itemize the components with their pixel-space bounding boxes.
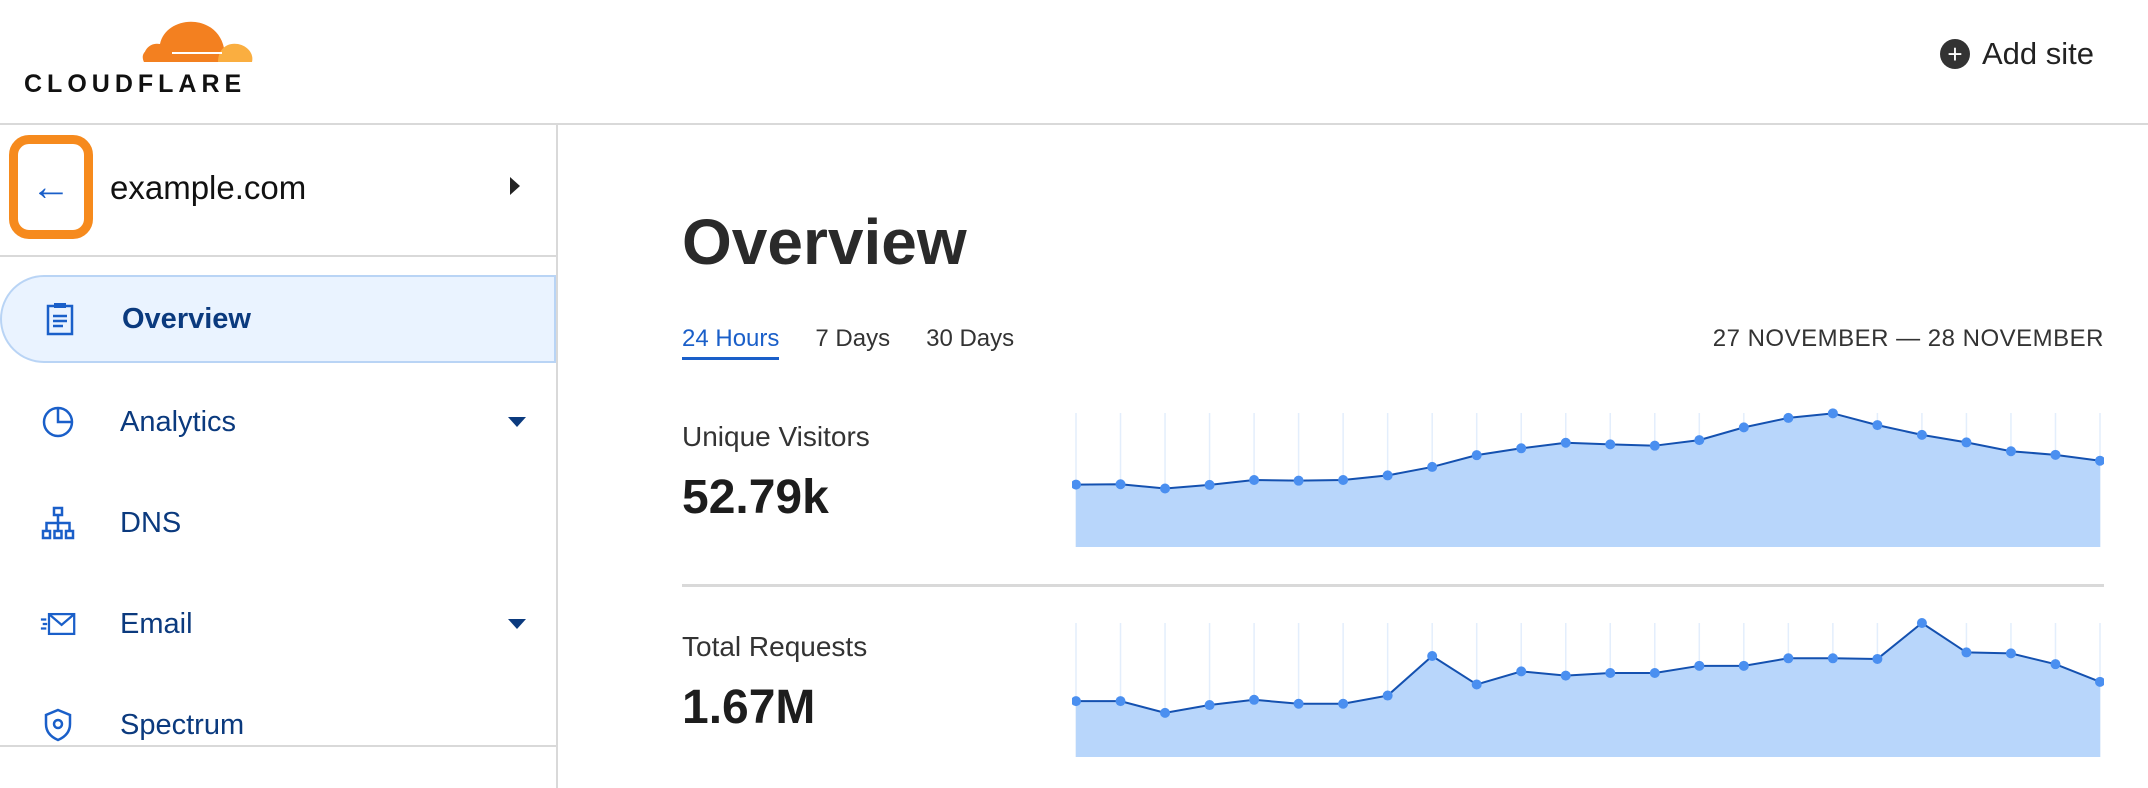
unique-visitors-value: 52.79k [682, 471, 829, 524]
page-title: Overview [682, 206, 967, 278]
data-point [1204, 700, 1215, 711]
sidebar-item-spectrum[interactable]: Spectrum [0, 681, 556, 769]
data-point [1738, 422, 1749, 433]
data-point [1738, 660, 1749, 671]
data-point [1471, 679, 1482, 690]
data-point [1783, 653, 1794, 664]
cloudflare-logo[interactable]: CLOUDFLARE [22, 10, 262, 98]
data-point [1382, 690, 1393, 701]
data-point [1160, 707, 1171, 718]
sidebar-item-label: Overview [122, 302, 251, 335]
data-point [1961, 437, 1972, 448]
data-point [1783, 412, 1794, 423]
back-button[interactable]: ← [9, 135, 93, 239]
sidebar-item-label: Email [120, 607, 193, 640]
sidebar-divider [0, 745, 556, 747]
data-point [1827, 408, 1838, 419]
data-point [1605, 439, 1616, 450]
zone-name: example.com [110, 169, 307, 206]
area-fill [1076, 413, 2100, 547]
shield-icon [40, 707, 76, 743]
data-point [1293, 475, 1304, 486]
data-point [1160, 483, 1171, 494]
data-point [1427, 461, 1438, 472]
data-point [1649, 668, 1660, 679]
data-point [1516, 666, 1527, 677]
data-point [2095, 676, 2104, 687]
email-icon [40, 606, 76, 642]
data-point [1115, 479, 1126, 490]
clipboard-icon [42, 301, 78, 337]
data-point [1560, 437, 1571, 448]
caret-right-icon[interactable] [510, 177, 520, 195]
data-point [1916, 429, 1927, 440]
data-point [1382, 470, 1393, 481]
data-point [2050, 659, 2061, 670]
chevron-down-icon[interactable] [508, 619, 526, 629]
tab-24-hours[interactable]: 24 Hours [682, 325, 780, 360]
sidebar-item-label: Spectrum [120, 708, 245, 741]
data-point [2005, 446, 2016, 457]
total-requests-label: Total Requests [682, 631, 868, 662]
pie-chart-icon [40, 404, 76, 440]
network-icon [40, 505, 76, 541]
arrow-left-icon: ← [31, 164, 71, 209]
data-point [1560, 670, 1571, 681]
add-site-label: Add site [1981, 36, 2094, 71]
unique-visitors-chart [1072, 408, 2104, 547]
sidebar-item-label: DNS [120, 506, 182, 539]
series-line [1075, 412, 2101, 490]
data-point [1649, 440, 1660, 451]
data-point [1072, 696, 1081, 707]
unique-visitors-label: Unique Visitors [682, 421, 870, 452]
data-point [1204, 479, 1215, 490]
data-point [1961, 647, 1972, 658]
data-point [1516, 443, 1527, 454]
data-point [1872, 653, 1883, 664]
data-point [1249, 475, 1260, 485]
chevron-down-icon[interactable] [508, 417, 526, 427]
data-point [1605, 668, 1616, 679]
data-point [2095, 455, 2104, 466]
zone-selector[interactable]: ← example.com [0, 125, 556, 257]
data-point [1694, 435, 1705, 446]
data-point [1338, 698, 1349, 709]
data-point [1115, 696, 1126, 707]
tab-30-days[interactable]: 30 Days [926, 325, 1015, 352]
sidebar-item-overview[interactable]: Overview [0, 275, 556, 363]
top-header: CLOUDFLARE + Add site [0, 0, 2148, 125]
total-requests-chart [1072, 618, 2104, 757]
data-point [1827, 653, 1838, 664]
data-point [2050, 449, 2061, 460]
data-point [1427, 651, 1438, 662]
data-point [1338, 475, 1349, 485]
data-point [1471, 450, 1482, 461]
total-requests-value: 1.67M [682, 681, 816, 734]
data-point [1072, 479, 1081, 490]
cloud-icon [142, 21, 253, 62]
date-range: 27 NOVEMBER — 28 NOVEMBER [1712, 325, 2104, 352]
time-range-tabs: 24 Hours 7 Days 30 Days [682, 325, 1014, 360]
data-point [1916, 618, 1927, 628]
tab-7-days[interactable]: 7 Days [815, 325, 891, 352]
sidebar-item-dns[interactable]: DNS [0, 479, 556, 567]
sidebar-item-email[interactable]: Email [0, 580, 556, 668]
area-fill [1076, 623, 2100, 757]
sidebar-item-analytics[interactable]: Analytics [0, 378, 556, 466]
metrics-divider [682, 584, 2104, 587]
sidebar: ← example.com Overview Analytics DNS Ema… [0, 125, 558, 788]
data-point [1293, 698, 1304, 709]
data-point [1694, 660, 1705, 671]
data-point [1249, 694, 1260, 705]
sidebar-item-label: Analytics [120, 405, 237, 438]
series-line [1076, 621, 2101, 714]
data-point [2005, 648, 2016, 659]
plus-circle-icon: + [1939, 39, 1970, 69]
add-site-button[interactable]: + Add site [1939, 36, 2094, 72]
logo-text: CLOUDFLARE [24, 70, 247, 98]
data-point [1872, 420, 1883, 431]
